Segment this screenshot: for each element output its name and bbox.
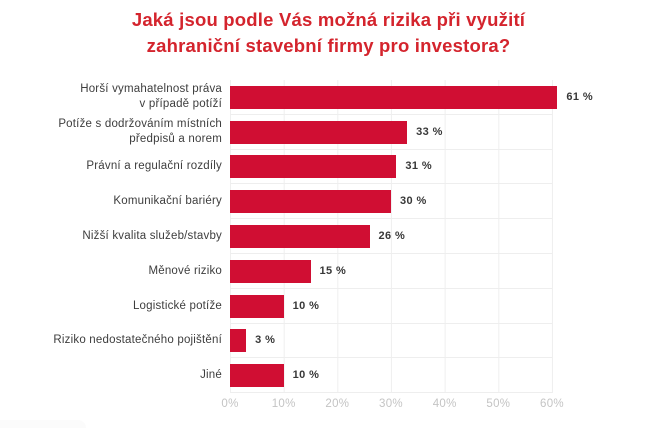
- bar: [230, 294, 284, 318]
- bar-track: 15 %: [230, 253, 553, 289]
- value-label: 61 %: [566, 90, 594, 103]
- bottom-left-artifact: [0, 420, 86, 428]
- bar-track: 10 %: [230, 288, 553, 324]
- bar: [230, 190, 391, 214]
- chart-row: Potíže s dodržováním místních předpisů a…: [0, 114, 553, 150]
- value-label: 3 %: [255, 334, 276, 347]
- bar: [230, 364, 284, 388]
- category-label: Logistické potíže: [132, 299, 222, 312]
- bar: [230, 259, 311, 283]
- bar: [230, 120, 408, 144]
- bar: [230, 329, 247, 353]
- category-label: Potíže s dodržováním místních předpisů a…: [58, 118, 222, 146]
- chart-row: Riziko nedostatečného pojištění 3 %: [0, 323, 553, 359]
- bar-track: 33 %: [230, 114, 553, 150]
- x-axis-tick-label: 40%: [432, 398, 457, 410]
- chart-row: Právní a regulační rozdíly 31 %: [0, 149, 553, 185]
- x-axis-tick-label: 10%: [271, 398, 296, 410]
- chart-row: Jiné 10 %: [0, 358, 553, 394]
- value-label: 15 %: [319, 264, 347, 277]
- chart-title: Jaká jsou podle Vás možná rizika při vyu…: [0, 7, 657, 59]
- value-label: 33 %: [416, 125, 443, 138]
- x-axis-tick-label: 60%: [540, 398, 564, 410]
- chart-title-line-1: Jaká jsou podle Vás možná rizika při vyu…: [131, 9, 526, 30]
- chart-row: Komunikační bariéry 30 %: [0, 184, 553, 220]
- value-label: 26 %: [378, 230, 406, 243]
- bar-track: 30 %: [230, 184, 553, 220]
- bar: [230, 85, 558, 109]
- chart-title-line-2: zahraniční stavební firmy pro investora?: [146, 35, 511, 56]
- chart-row: Logistické potíže 10 %: [0, 288, 553, 324]
- category-label: Horší vymahatelnost práva v případě potí…: [80, 83, 222, 111]
- bar-track: 61 %: [230, 80, 593, 115]
- value-label: 31 %: [405, 160, 433, 173]
- value-label: 10 %: [292, 369, 320, 382]
- category-label: Komunikační bariéry: [113, 195, 222, 208]
- category-label: Nižší kvalita služeb/stavby: [82, 230, 222, 243]
- chart-row: Horší vymahatelnost práva v případě potí…: [0, 80, 593, 115]
- value-label: 30 %: [400, 195, 427, 208]
- value-label: 10 %: [292, 299, 320, 312]
- bar: [230, 224, 370, 248]
- category-label: Jiné: [200, 369, 222, 382]
- category-label: Měnové riziko: [148, 264, 222, 277]
- chart-row: Nižší kvalita služeb/stavby 26 %: [0, 219, 553, 254]
- category-label: Riziko nedostatečného pojištění: [53, 334, 222, 347]
- x-axis-tick-label: 30%: [379, 398, 403, 410]
- x-axis-tick-label: 50%: [486, 398, 511, 410]
- x-axis-tick-label: 0%: [221, 398, 239, 410]
- chart-row: Měnové riziko 15 %: [0, 253, 553, 289]
- bar-track: 10 %: [230, 358, 553, 394]
- bar-track: 3 %: [230, 323, 553, 359]
- x-axis-tick-label: 20%: [325, 398, 350, 410]
- bar-track: 26 %: [230, 219, 553, 254]
- x-axis-ticks: 0% 10% 20% 30% 40% 50% 60%: [221, 398, 563, 414]
- bar-track: 31 %: [230, 149, 553, 185]
- category-label: Právní a regulační rozdíly: [86, 160, 222, 173]
- bar: [230, 155, 397, 179]
- chart-rows: Horší vymahatelnost práva v případě potí…: [0, 80, 593, 394]
